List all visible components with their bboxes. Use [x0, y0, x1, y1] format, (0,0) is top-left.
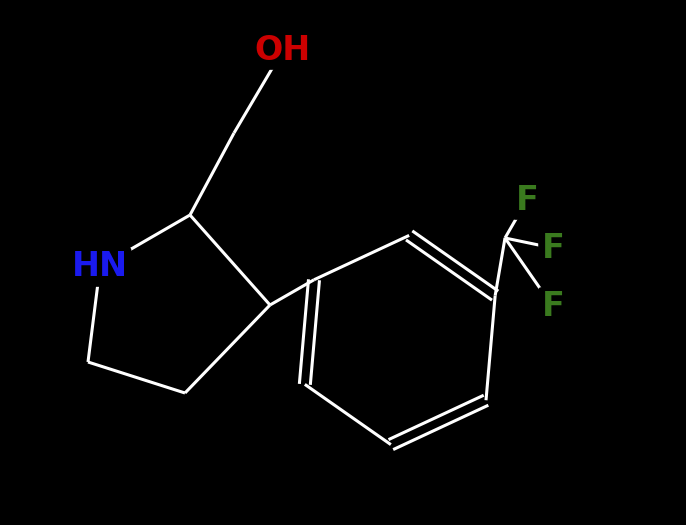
Text: F: F: [516, 184, 539, 216]
Text: F: F: [541, 290, 565, 323]
Text: OH: OH: [255, 34, 311, 67]
Text: HN: HN: [72, 250, 128, 284]
Text: F: F: [541, 232, 565, 265]
